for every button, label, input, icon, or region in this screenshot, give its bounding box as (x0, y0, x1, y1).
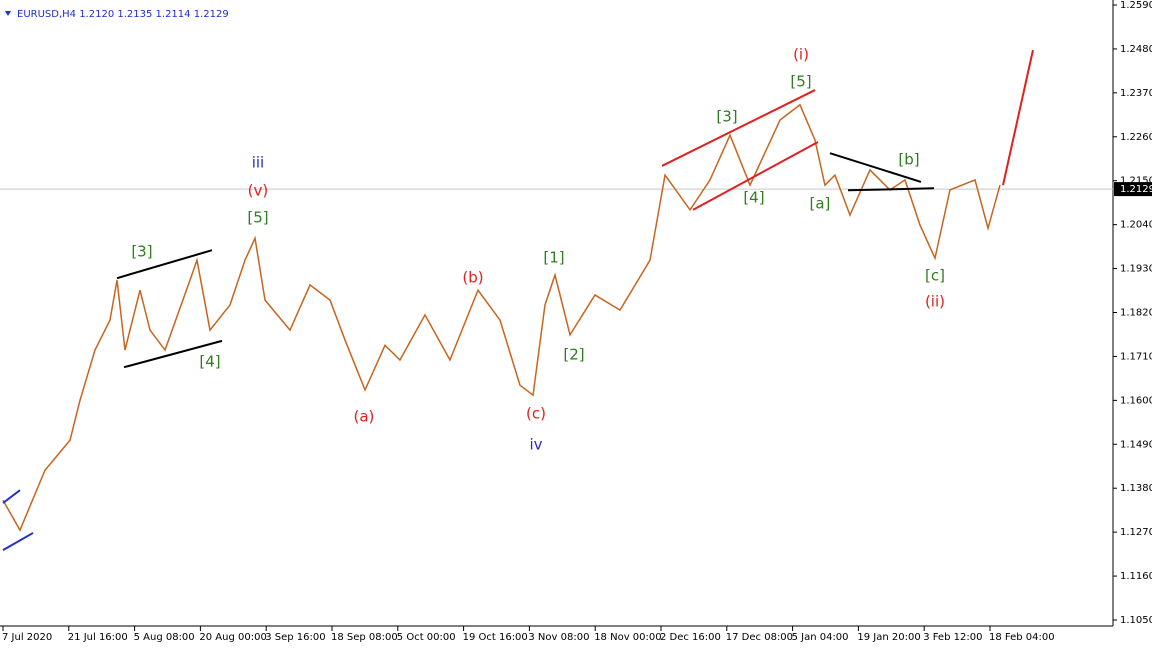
x-tick-label: 18 Sep 08:00 (331, 632, 398, 643)
trend-line (847, 187, 935, 192)
x-tick-label: 3 Nov 08:00 (528, 632, 589, 643)
x-tick-label: 18 Feb 04:00 (989, 632, 1055, 643)
y-tick-label: 1.2480 (1120, 44, 1152, 55)
trend-line (123, 339, 223, 369)
wave-label: (b) (462, 269, 483, 287)
trend-line (661, 89, 816, 167)
wave-label: [c] (925, 267, 945, 285)
y-tick-label: 1.2040 (1120, 220, 1152, 231)
trend-line (2, 489, 21, 504)
x-tick-label: 3 Feb 12:00 (923, 632, 982, 643)
trend-line (829, 152, 922, 183)
price-line (2, 103, 1001, 532)
y-tick-label: 1.1270 (1120, 527, 1152, 538)
wave-label: [5] (790, 73, 811, 91)
trend-line (116, 249, 213, 280)
wave-label: (a) (354, 408, 375, 426)
wave-label: [2] (563, 346, 584, 364)
wave-label: [3] (716, 107, 737, 125)
wave-label: [4] (743, 188, 764, 206)
y-tick-label: 1.1710 (1120, 351, 1152, 362)
trend-line (2, 532, 34, 551)
x-tick-label: 7 Jul 2020 (2, 632, 52, 643)
y-tick-label: 1.1930 (1120, 264, 1152, 275)
y-tick-label: 1.2370 (1120, 88, 1152, 99)
x-tick-label: 20 Aug 00:00 (199, 632, 266, 643)
current-price-label: 1.2129 (1120, 184, 1152, 195)
wave-label: (i) (793, 45, 809, 63)
x-tick-label: 3 Sep 16:00 (265, 632, 325, 643)
y-tick-label: 1.2590 (1120, 0, 1152, 11)
x-tick-label: 5 Jan 04:00 (792, 632, 849, 643)
current-price-box (1114, 182, 1152, 197)
wave-label: [a] (810, 194, 831, 212)
wave-label: [4] (199, 353, 220, 371)
y-tick-label: 1.1490 (1120, 439, 1152, 450)
x-tick-label: 17 Dec 08:00 (726, 632, 793, 643)
wave-label: iv (529, 436, 542, 454)
y-tick-label: 1.1160 (1120, 571, 1152, 582)
x-tick-label: 19 Oct 16:00 (463, 632, 528, 643)
x-tick-label: 21 Jul 16:00 (68, 632, 128, 643)
y-tick-label: 1.1600 (1120, 395, 1152, 406)
symbol-menu-arrow[interactable] (5, 11, 11, 16)
wave-label: [1] (543, 249, 564, 267)
x-tick-label: 19 Jan 20:00 (857, 632, 920, 643)
y-tick-label: 1.1050 (1120, 615, 1152, 626)
y-tick-label: 1.2150 (1120, 176, 1152, 187)
trend-line (1002, 49, 1034, 186)
wave-label: (c) (526, 404, 546, 422)
wave-label: [5] (247, 208, 268, 226)
x-tick-label: 5 Oct 00:00 (397, 632, 456, 643)
wave-label: (v) (248, 182, 269, 200)
wave-label: [b] (898, 150, 919, 168)
y-tick-label: 1.1380 (1120, 483, 1152, 494)
wave-label: iii (252, 154, 265, 172)
y-tick-label: 1.1820 (1120, 308, 1152, 319)
x-tick-label: 18 Nov 00:00 (594, 632, 661, 643)
wave-label: (ii) (925, 293, 945, 311)
y-tick-label: 1.2260 (1120, 132, 1152, 143)
wave-label: [3] (131, 243, 152, 261)
trend-line (692, 141, 819, 211)
x-tick-label: 5 Aug 08:00 (134, 632, 195, 643)
chart-title: EURUSD,H4 1.2120 1.2135 1.2114 1.2129 (17, 9, 229, 20)
x-tick-label: 2 Dec 16:00 (660, 632, 721, 643)
